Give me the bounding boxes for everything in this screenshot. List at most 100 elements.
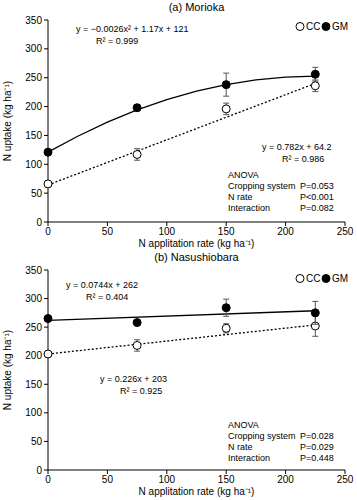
anova-term: N rate xyxy=(228,442,253,452)
x-axis-label: N applitation rate (kg ha⁻¹) xyxy=(139,238,255,249)
error-cap xyxy=(134,339,140,340)
data-point xyxy=(311,82,319,90)
y-tick-label: 200 xyxy=(25,101,42,112)
y-tick xyxy=(44,441,48,442)
y-tick-label: 100 xyxy=(25,407,42,418)
legend-marker xyxy=(322,275,330,283)
anova-p: P=0.082 xyxy=(300,203,334,213)
data-point xyxy=(133,341,141,349)
y-tick xyxy=(44,20,48,21)
y-tick-label: 300 xyxy=(25,293,42,304)
x-tick-label: 50 xyxy=(102,226,114,237)
anova-p: P=0.448 xyxy=(300,453,334,463)
error-bar xyxy=(223,324,229,333)
y-tick xyxy=(44,193,48,194)
error-cap xyxy=(312,301,318,302)
data-point xyxy=(44,350,52,358)
x-axis-line xyxy=(48,222,345,223)
data-point xyxy=(222,324,230,332)
error-bar xyxy=(223,103,229,115)
error-bar xyxy=(223,73,229,96)
anova-p: P=0.029 xyxy=(300,442,334,452)
x-tick-label: 250 xyxy=(337,474,354,485)
y-tick-label: 250 xyxy=(25,322,42,333)
y-tick-label: 0 xyxy=(36,465,42,476)
y-axis-label: N uptake (kg ha⁻¹) xyxy=(2,330,13,410)
data-point xyxy=(222,304,230,312)
x-tick-label: 150 xyxy=(218,474,235,485)
anova-term: Interaction xyxy=(228,453,270,463)
y-tick xyxy=(44,270,48,271)
anova-term: Interaction xyxy=(228,203,270,213)
x-tick-label: 200 xyxy=(277,226,294,237)
data-point xyxy=(311,309,319,317)
x-tick-label: 0 xyxy=(45,226,51,237)
y-axis-line xyxy=(48,20,49,222)
x-tick-label: 0 xyxy=(45,474,51,485)
fit-line xyxy=(48,76,315,152)
y-tick xyxy=(44,384,48,385)
legend-marker xyxy=(296,23,304,31)
legend-marker xyxy=(296,275,304,283)
error-cap xyxy=(134,351,140,352)
error-cap xyxy=(312,324,318,325)
y-tick-label: 350 xyxy=(25,265,42,276)
anova-title: ANOVA xyxy=(228,170,259,180)
data-point xyxy=(44,315,52,323)
y-tick-label: 300 xyxy=(25,43,42,54)
y-tick-label: 200 xyxy=(25,350,42,361)
panel: (a) Morioka05010015020025030035005010015… xyxy=(2,1,354,249)
x-tick-label: 50 xyxy=(102,474,114,485)
legend-marker xyxy=(322,23,330,31)
y-tick-label: 50 xyxy=(31,188,43,199)
error-cap xyxy=(312,67,318,68)
x-axis-line xyxy=(48,470,345,471)
y-tick xyxy=(44,222,48,223)
data-point xyxy=(44,148,52,156)
error-cap xyxy=(223,316,229,317)
anova-p: P=0.053 xyxy=(300,181,334,191)
anova-term: Cropping system xyxy=(228,181,296,191)
error-bar xyxy=(312,80,318,92)
anova-term: N rate xyxy=(228,192,253,202)
chart-title: (a) Morioka xyxy=(169,1,226,13)
error-cap xyxy=(312,81,318,82)
equation: y = 0.226x + 203 xyxy=(100,374,167,384)
y-tick xyxy=(44,164,48,165)
x-tick-label: 200 xyxy=(277,474,294,485)
anova-title: ANOVA xyxy=(228,420,259,430)
y-tick-label: 0 xyxy=(36,217,42,228)
equation: y = 0.0744x + 262 xyxy=(66,280,138,290)
error-cap xyxy=(312,91,318,92)
figure: (a) Morioka05010015020025030035005010015… xyxy=(0,0,357,500)
error-cap xyxy=(134,160,140,161)
legend-label: GM xyxy=(332,273,348,284)
data-point xyxy=(133,104,141,112)
error-bar xyxy=(223,299,229,316)
anova-term: Cropping system xyxy=(228,431,296,441)
r-squared: R² = 0.999 xyxy=(96,36,138,46)
r-squared: R² = 0.404 xyxy=(86,292,128,302)
y-axis-label: N uptake (kg ha⁻¹) xyxy=(2,81,13,161)
r-squared: R² = 0.986 xyxy=(282,154,324,164)
equation: y = 0.782x + 64.2 xyxy=(262,142,332,152)
y-tick-label: 50 xyxy=(31,436,43,447)
error-bar xyxy=(312,67,318,81)
y-tick xyxy=(44,327,48,328)
fit-line xyxy=(48,325,315,354)
equation: y = −0.0026x² + 1.17x + 121 xyxy=(76,24,189,34)
y-tick-label: 150 xyxy=(25,130,42,141)
plot-area xyxy=(44,299,319,358)
data-point xyxy=(44,180,52,188)
legend-label: CC xyxy=(306,21,320,32)
data-point xyxy=(311,70,319,78)
anova-p: P<0.001 xyxy=(300,192,334,202)
legend-label: GM xyxy=(332,21,348,32)
error-cap xyxy=(223,96,229,97)
fit-line xyxy=(48,83,315,185)
error-bar xyxy=(312,301,318,324)
y-tick xyxy=(44,298,48,299)
fit-line xyxy=(48,311,315,321)
y-tick-label: 350 xyxy=(25,15,42,26)
y-tick xyxy=(44,106,48,107)
